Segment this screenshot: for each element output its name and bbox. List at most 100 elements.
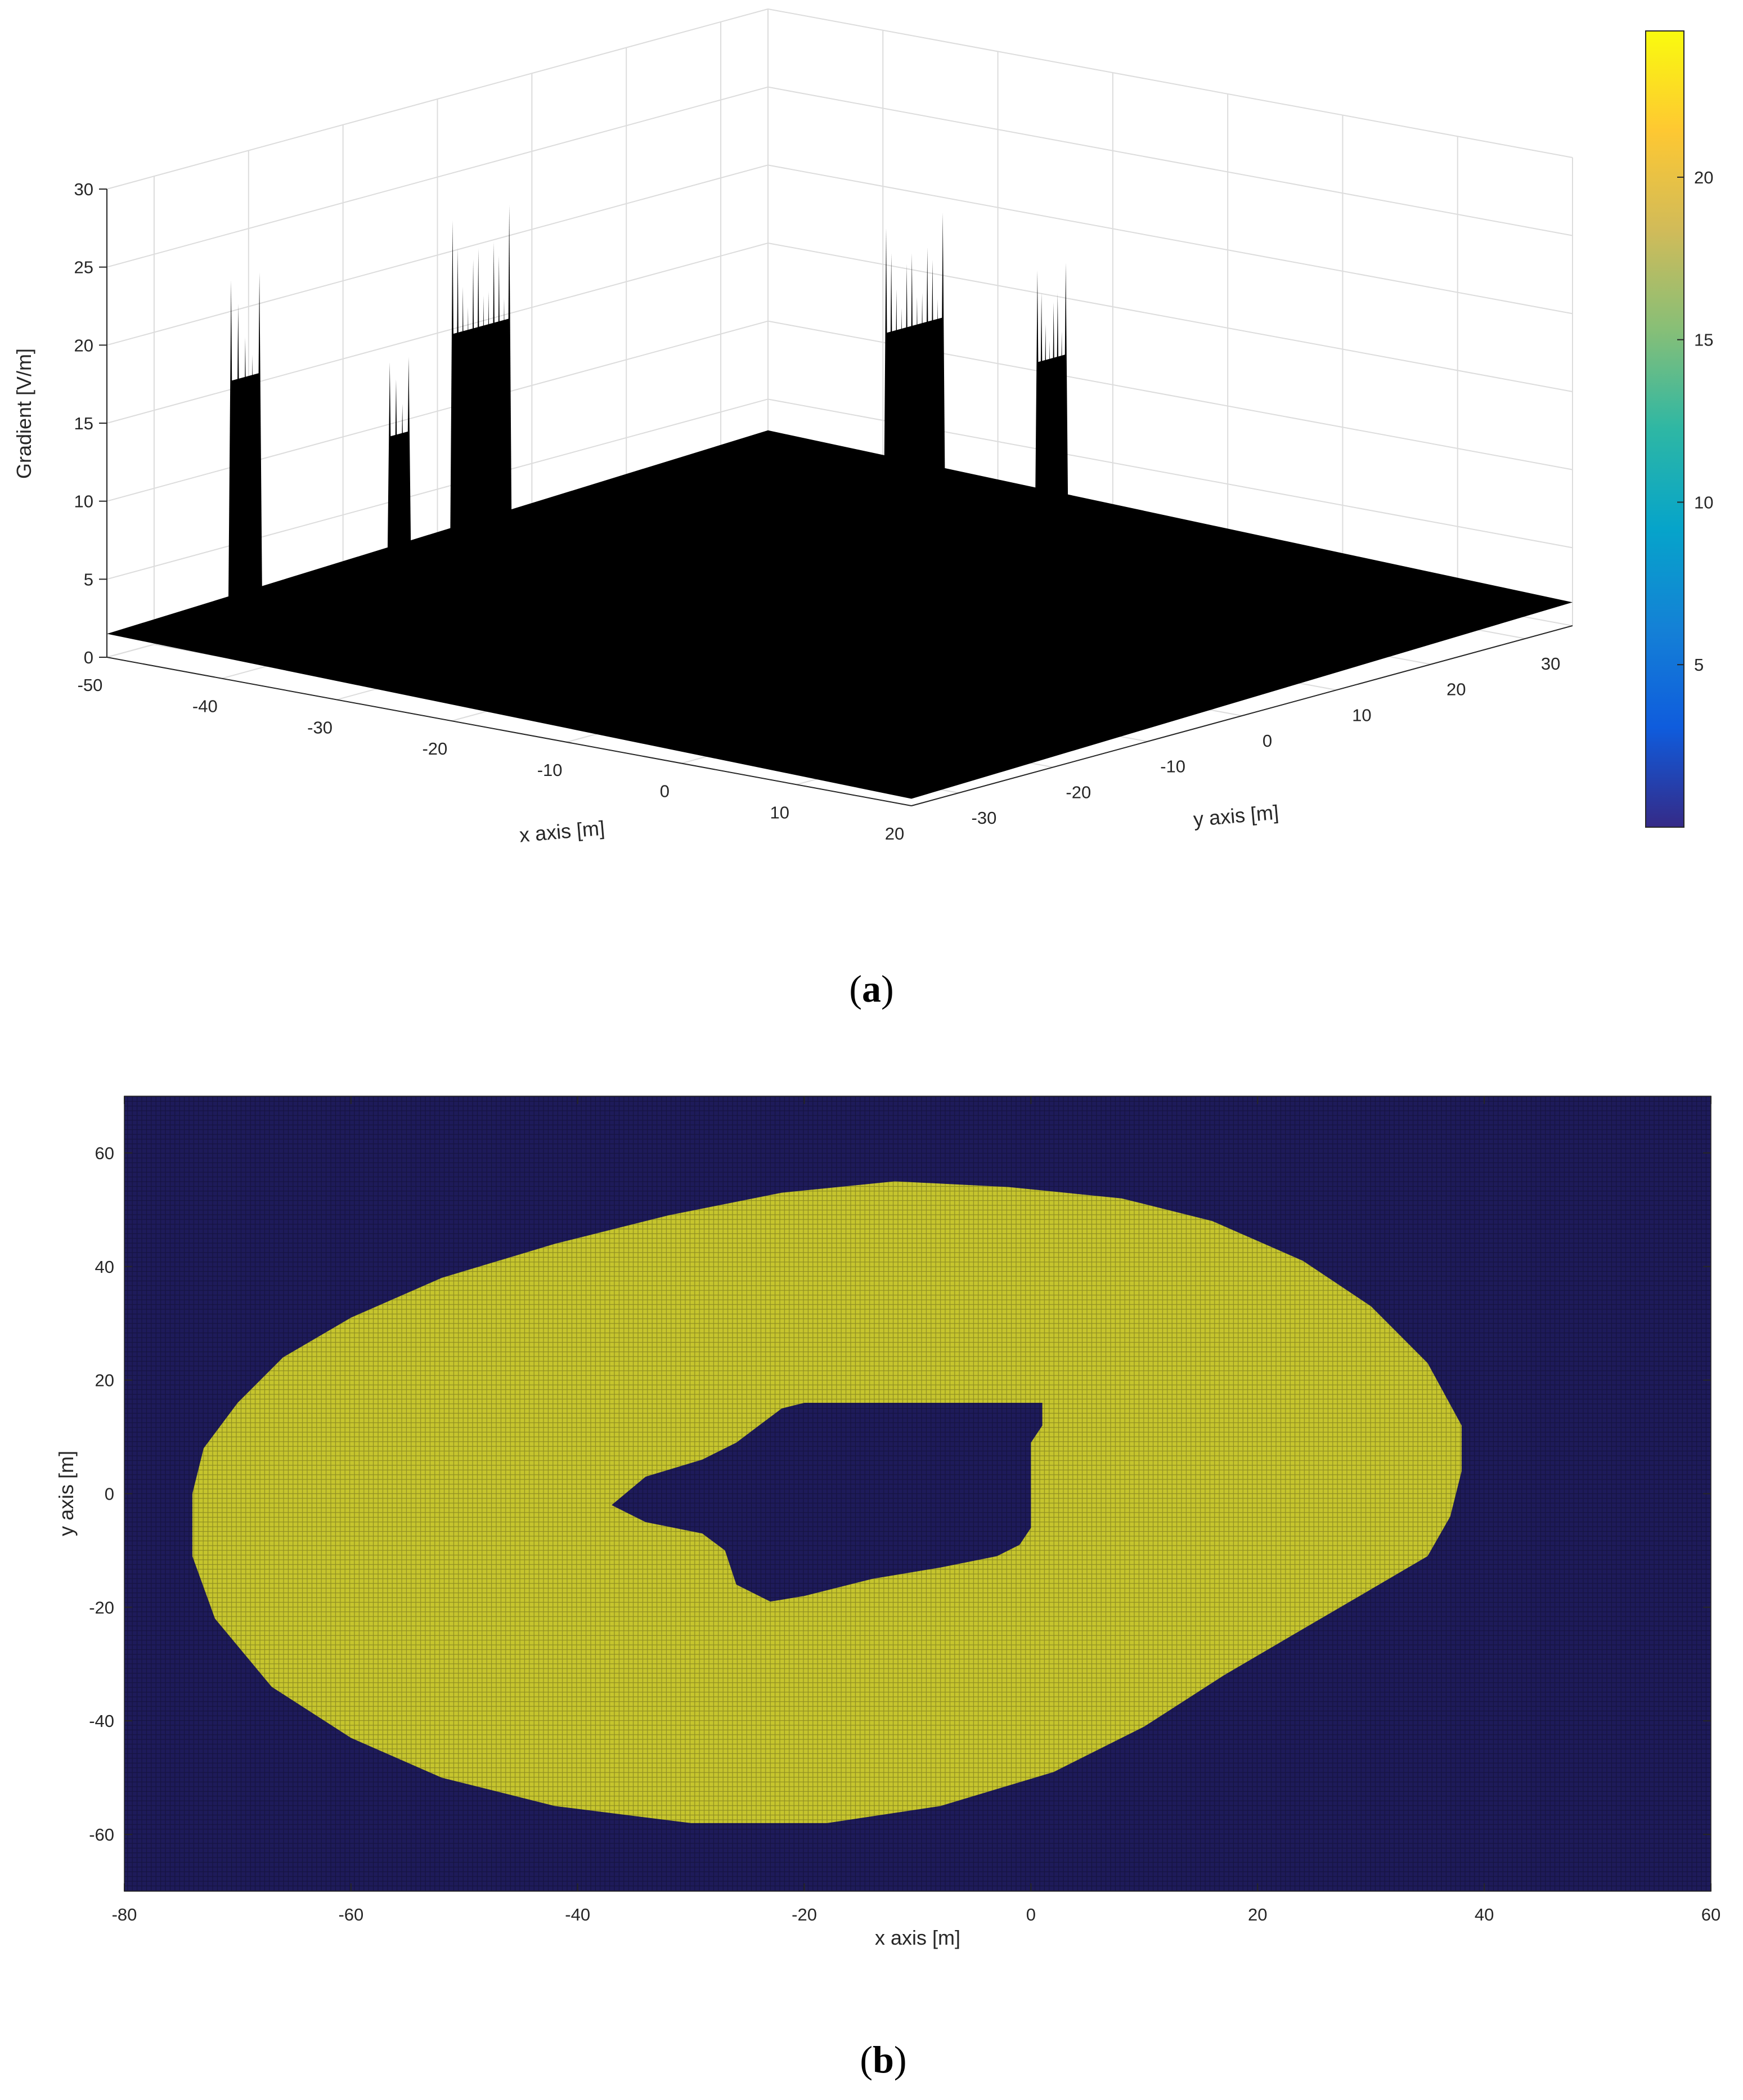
y-tick-label: -10 (1160, 757, 1185, 777)
x-tick-label: -40 (192, 697, 218, 716)
peak-spike (257, 272, 263, 608)
z-tick-label: 30 (74, 180, 93, 199)
peak-cluster-2 (387, 357, 412, 604)
peak-spike (1046, 340, 1053, 572)
x-tick-label: 10 (770, 802, 789, 822)
colorbar-tick-label: 20 (1694, 168, 1713, 187)
peak-spike (249, 355, 255, 610)
panel-a-surface-chart: 0 5 10 15 20 25 30 -50 -40 -30 -20 -10 0 10 20 -30 -20 -1… (12, 8, 1713, 1010)
gridline-z2 (767, 86, 1573, 236)
peak-spike (1050, 302, 1057, 571)
map-y-axis-label: y axis [m] (55, 1451, 78, 1536)
y-axis-label: y axis [m] (1192, 801, 1279, 831)
peak-spike (899, 307, 905, 575)
peak-spike (909, 253, 915, 572)
peak-spike (935, 299, 941, 566)
peak-cluster-1 (228, 272, 263, 616)
map-x-tick-label: -40 (565, 1905, 590, 1924)
peak-spike (470, 259, 477, 598)
colorbar-tick-label: 5 (1694, 655, 1704, 675)
peak-spike (406, 357, 412, 599)
peak-spike (455, 248, 461, 602)
panel-label-b: (b) (860, 2038, 906, 2081)
z-tick-label: 0 (84, 648, 93, 667)
peak-spike (228, 280, 234, 616)
x-tick-label: 0 (660, 782, 670, 801)
map-ticks: -80 -60 -40 -20 0 20 40 60 -60 -40 -20 0 20 40 60 (89, 1096, 1720, 1924)
z-tick-label: 5 (84, 569, 93, 589)
peak-cluster-5 (1034, 262, 1069, 575)
map-y-tick-label: -60 (89, 1825, 114, 1845)
map-y-tick-label: -20 (89, 1598, 114, 1617)
peak-spike (1039, 292, 1045, 574)
y-tick-label: 0 (1263, 731, 1272, 751)
map-x-tick-label: -80 (112, 1905, 137, 1924)
peak-spike (1043, 324, 1049, 573)
y-tick-label: 20 (1446, 680, 1466, 699)
z-tick-label: 15 (74, 414, 93, 433)
y-axis-line (911, 625, 1573, 806)
map-y-tick-label: 0 (105, 1484, 114, 1504)
peak-spike (940, 212, 946, 564)
colorbar-tick-label: 10 (1694, 492, 1713, 512)
peak-spike (929, 259, 936, 567)
panel-label-a: (a) (849, 967, 893, 1010)
z-tick-label: 10 (74, 492, 93, 511)
peak-spike (924, 247, 931, 568)
y-tick-label: -20 (1066, 782, 1091, 802)
surface-floor (107, 430, 1573, 799)
peak-spike (501, 298, 507, 589)
peak-spike (1054, 293, 1061, 569)
x-tick-label: -10 (537, 760, 563, 780)
peak-spike (491, 242, 497, 592)
surface-peaks (228, 205, 1069, 616)
map-x-tick-label: 20 (1248, 1905, 1267, 1924)
map-x-axis-label: x axis [m] (875, 1926, 960, 1949)
colorbar-tick-label: 15 (1694, 330, 1713, 350)
peak-spike (480, 295, 487, 595)
cell-grid-overlay (124, 1096, 1711, 1891)
x-tick-label: 20 (885, 824, 904, 843)
peak-spike (460, 286, 466, 600)
y-tick-label: 10 (1352, 705, 1371, 725)
x-tick-label: -20 (422, 739, 447, 759)
colorbar (1645, 30, 1684, 828)
y-tick-label: 30 (1541, 654, 1560, 674)
peak-spike (399, 403, 406, 601)
map-y-tick-label: 60 (95, 1143, 114, 1163)
peak-spike (1059, 331, 1065, 568)
peak-spike (242, 337, 248, 612)
surface-ticks: 0 5 10 15 20 25 30 -50 -40 -30 -20 -10 0 10 20 -30 -20 -1… (74, 180, 1573, 843)
peak-body (389, 431, 409, 604)
gridline-z2 (767, 164, 1573, 315)
x-axis-label: x axis [m] (518, 816, 605, 847)
surface-sheet (107, 430, 1573, 799)
peak-spike (450, 220, 456, 603)
gridline-z2 (767, 243, 1573, 392)
x-tick-label: -50 (78, 675, 103, 695)
peak-spike (486, 291, 492, 593)
map-x-tick-label: 60 (1701, 1905, 1720, 1924)
x-axis-line (106, 657, 912, 806)
peak-spike (235, 303, 241, 614)
peak-spike (904, 263, 910, 574)
z-axis-label: Gradient [V/m] (12, 348, 35, 479)
peak-spike (496, 255, 502, 590)
map-y-tick-label: 20 (95, 1371, 114, 1390)
panel-b-region-map: -80 -60 -40 -20 0 20 40 60 -60 -40 -20 0 20 40 60 x ax… (55, 1096, 1720, 2081)
z-tick-label: 25 (74, 258, 93, 277)
map-y-tick-label: -40 (89, 1711, 114, 1731)
peak-spike (914, 297, 920, 571)
map-x-tick-label: -20 (792, 1905, 817, 1924)
colorbar-ticks: 5 10 15 20 (1677, 168, 1713, 675)
peak-spike (1034, 270, 1040, 575)
z-tick-label: 20 (74, 335, 93, 355)
peak-spike (393, 379, 399, 603)
peak-spike (888, 253, 895, 578)
peak-spike (475, 248, 482, 596)
peak-spike (919, 293, 926, 569)
peak-spike (893, 289, 900, 577)
peak-spike (1063, 262, 1069, 567)
gridline-z2 (767, 8, 1573, 158)
